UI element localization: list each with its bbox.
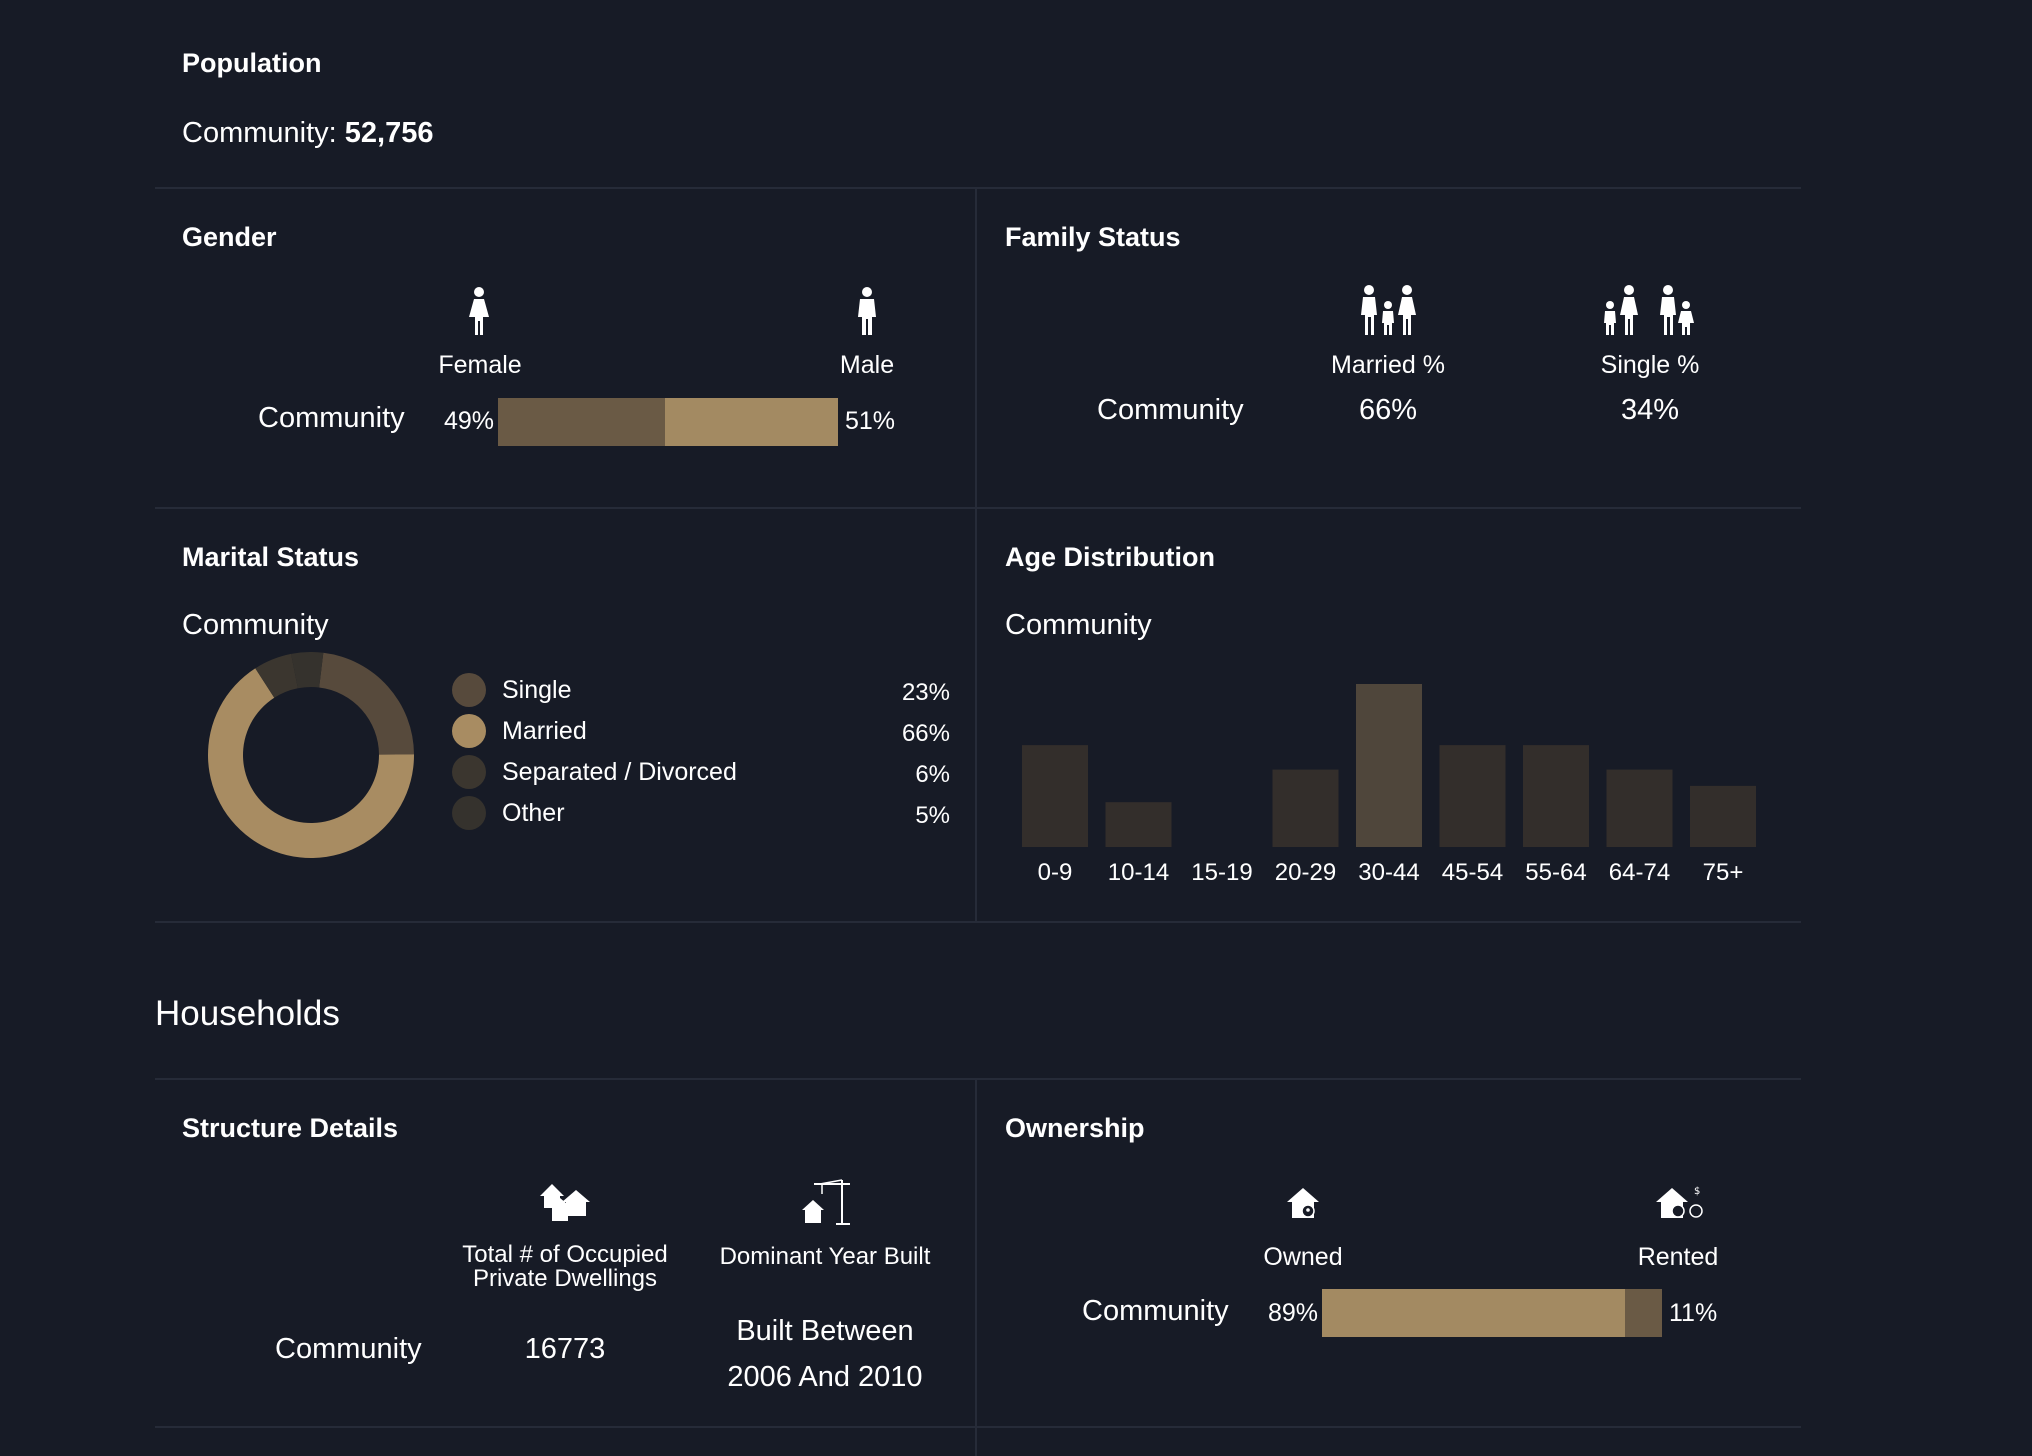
- age-distribution-chart: 0-9 10-14 15-19 20-29 30-44 45-54 55-64 64-74 75…: [1022, 684, 1756, 886]
- year-built-label: Dominant Year Built: [719, 1243, 931, 1270]
- family-status-title: Family Status: [1005, 222, 1181, 252]
- legend-label: Separated / Divorced: [502, 758, 737, 786]
- age-bar-64-74: [1606, 769, 1673, 847]
- gender-title: Gender: [182, 222, 277, 252]
- legend-swatch: [452, 714, 486, 748]
- age-tick-label: 15-19: [1191, 859, 1252, 886]
- owned-pct: 89%: [1268, 1299, 1319, 1327]
- age-tick-label: 30-44: [1358, 859, 1419, 886]
- structure-details-title: Structure Details: [182, 1113, 399, 1143]
- age-bar-75+: [1690, 785, 1756, 847]
- marital-status-title: Marital Status: [182, 542, 360, 572]
- family-community-label: Community: [1097, 394, 1244, 426]
- male-pct: 51%: [845, 407, 896, 435]
- population-community-label: Community:: [182, 117, 337, 149]
- divider: [975, 1079, 977, 1456]
- single-pct-value: 34%: [1620, 394, 1680, 426]
- age-tick-label: 0-9: [1038, 859, 1073, 886]
- legend-pct: 5%: [915, 802, 950, 829]
- age-tick-label: 10-14: [1108, 859, 1169, 886]
- marital-community-label: Community: [182, 609, 329, 641]
- structure-community-label: Community: [275, 1333, 422, 1365]
- legend-item-married: Married 66%: [452, 712, 950, 753]
- dwellings-label: Total # of Occupied Private Dwellings: [430, 1243, 700, 1291]
- gender-bar: [498, 398, 838, 446]
- married-pct-value: 66%: [1358, 394, 1418, 426]
- age-distribution-title: Age Distribution: [1005, 542, 1215, 572]
- age-bar-55-64: [1523, 745, 1589, 847]
- rented-house-icon: $: [1654, 1184, 1704, 1220]
- population-community: Community: 52,756: [182, 117, 433, 150]
- gender-community-label: Community: [258, 402, 405, 434]
- donut-slice-married: [208, 668, 414, 858]
- dwellings-value: 16773: [524, 1333, 606, 1365]
- owned-label: Owned: [1263, 1243, 1343, 1271]
- year-built-value-line1: Built Between: [736, 1315, 914, 1347]
- ownership-bar-rented-segment: [1624, 1289, 1662, 1337]
- dwellings-label-line2: Private Dwellings: [472, 1265, 658, 1292]
- marital-legend: Single 23% Married 66% Separated / Divor…: [452, 671, 950, 835]
- age-tick-label: 45-54: [1442, 859, 1503, 886]
- age-tick-label: 75+: [1703, 859, 1744, 886]
- rented-pct: 11%: [1669, 1299, 1718, 1327]
- legend-item-single: Single 23%: [452, 671, 950, 712]
- donut-slice-single: [319, 652, 414, 755]
- legend-pct: 66%: [901, 720, 950, 747]
- ownership-community-label: Community: [1082, 1295, 1229, 1327]
- legend-swatch: [452, 673, 486, 707]
- male-icon: [854, 287, 880, 337]
- divider: [975, 188, 977, 922]
- age-bar-30-44: [1356, 684, 1422, 847]
- age-tick-label: 64-74: [1609, 859, 1670, 886]
- legend-swatch: [452, 796, 486, 830]
- age-community-label: Community: [1005, 609, 1152, 641]
- year-built-value-line2: 2006 And 2010: [727, 1361, 923, 1393]
- divider: [155, 921, 1801, 923]
- population-title: Population: [182, 48, 322, 78]
- age-bar-20-29: [1272, 769, 1339, 847]
- divider: [155, 187, 1801, 189]
- legend-pct: 23%: [901, 679, 950, 706]
- single-parent-icon: [1602, 285, 1696, 337]
- divider: [155, 507, 1801, 509]
- ownership-bar: [1322, 1289, 1662, 1337]
- rented-label: Rented: [1637, 1243, 1719, 1271]
- married-pct-label: Married %: [1331, 351, 1445, 379]
- donut-slice-other: [291, 652, 324, 689]
- female-icon: [466, 287, 492, 337]
- female-label: Female: [438, 351, 522, 379]
- age-bar-45-54: [1439, 745, 1506, 847]
- gender-bar-female-segment: [498, 398, 665, 446]
- svg-text:$: $: [1694, 1186, 1700, 1197]
- legend-item-separated-divorced: Separated / Divorced 6%: [452, 753, 950, 794]
- donut-slice-separated-divorced: [255, 653, 298, 698]
- legend-swatch: [452, 755, 486, 789]
- population-community-value: 52,756: [344, 117, 434, 149]
- households-title: Households: [155, 994, 340, 1033]
- legend-label: Married: [502, 717, 587, 745]
- construction-crane-icon: [800, 1178, 852, 1226]
- single-pct-label: Single %: [1600, 351, 1700, 379]
- ownership-bar-owned-segment: [1322, 1289, 1625, 1337]
- divider: [155, 1078, 1801, 1080]
- owned-house-icon: [1285, 1186, 1321, 1220]
- age-bar-0-9: [1022, 745, 1088, 847]
- year-built-value: Built Between 2006 And 2010: [685, 1308, 965, 1400]
- legend-label: Other: [502, 799, 565, 827]
- male-label: Male: [839, 351, 895, 379]
- marital-donut-chart: [208, 652, 414, 858]
- legend-item-other: Other 5%: [452, 794, 950, 835]
- divider: [155, 1426, 1801, 1428]
- age-tick-label: 55-64: [1525, 859, 1586, 886]
- ownership-title: Ownership: [1005, 1113, 1145, 1143]
- married-family-icon: [1360, 285, 1416, 337]
- dwellings-label-line1: Total # of Occupied: [462, 1241, 668, 1268]
- legend-pct: 6%: [915, 761, 950, 788]
- female-pct: 49%: [444, 407, 495, 435]
- age-bar-10-14: [1105, 802, 1172, 847]
- age-tick-label: 20-29: [1275, 859, 1336, 886]
- houses-icon: [538, 1182, 592, 1222]
- gender-bar-male-segment: [664, 398, 838, 446]
- legend-label: Single: [502, 676, 572, 704]
